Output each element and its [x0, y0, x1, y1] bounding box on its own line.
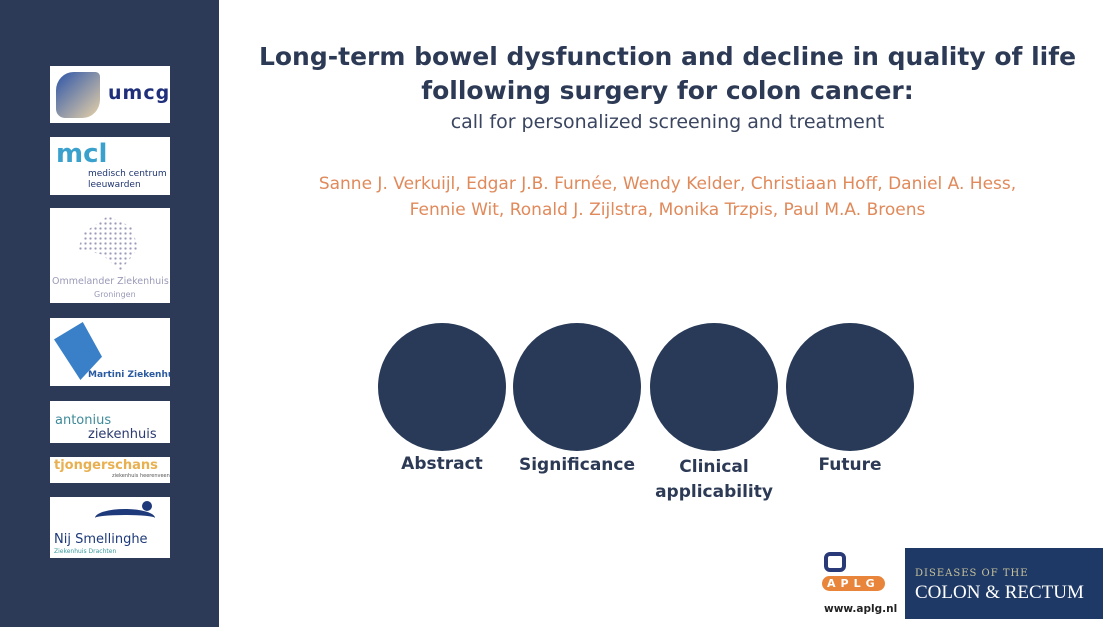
slide-title: Long-term bowel dysfunction and decline … — [220, 40, 1115, 136]
tjongerschans-logo: tjongerschans ziekenhuis heerenveen — [50, 457, 170, 483]
author-list: Sanne J. Verkuijl, Edgar J.B. Furnée, We… — [318, 174, 1017, 220]
mcl-logo: mcl medisch centrum leeuwarden — [50, 137, 170, 195]
dot-icon — [142, 501, 152, 511]
abstract-label[interactable]: Abstract — [401, 454, 483, 474]
significance-circle-button[interactable] — [513, 323, 641, 451]
swoosh-icon — [95, 509, 155, 527]
dotted-map-icon — [78, 216, 138, 271]
future-label[interactable]: Future — [818, 455, 882, 475]
umcg-logo: umcg — [50, 66, 170, 123]
frog-icon — [56, 72, 100, 118]
martini-logo: Martini Ziekenhuis — [50, 318, 170, 386]
clinical-applicability-circle-button[interactable] — [650, 323, 778, 451]
ommelander-logo: Ommelander Ziekenhuis Groningen — [50, 208, 170, 303]
magnifier-icon — [824, 552, 846, 572]
aplg-logo: APLG www.aplg.nl — [820, 550, 897, 620]
future-circle-button[interactable] — [786, 323, 914, 451]
sidebar: umcg mcl medisch centrum leeuwarden Omme… — [0, 0, 219, 627]
nij-smellinghe-logo: Nij Smellinghe Ziekenhuis Drachten — [50, 497, 170, 558]
clinical-applicability-label[interactable]: Clinical applicability — [655, 457, 773, 502]
antonius-logo: antonius ziekenhuis — [50, 401, 170, 443]
journal-logo: DISEASES OF THE COLON & RECTUM — [905, 548, 1103, 619]
abstract-circle-button[interactable] — [378, 323, 506, 451]
significance-label[interactable]: Significance — [518, 455, 636, 475]
subtitle: call for personalized screening and trea… — [450, 111, 885, 133]
